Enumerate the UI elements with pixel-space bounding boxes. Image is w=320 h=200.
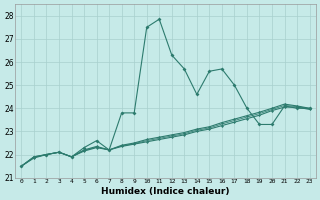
X-axis label: Humidex (Indice chaleur): Humidex (Indice chaleur)	[101, 187, 230, 196]
